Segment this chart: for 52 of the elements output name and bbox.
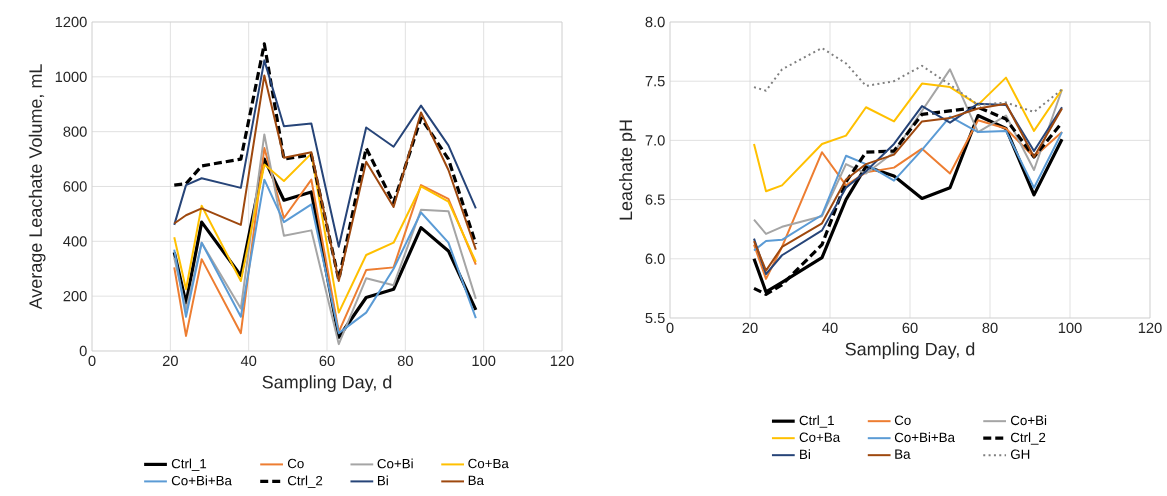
x-tick-label: 20 <box>162 355 178 367</box>
legend-label: Co+Bi+Ba <box>894 432 955 443</box>
legend-label: Co+Ba <box>468 458 509 469</box>
legend-label: Ba <box>468 475 484 486</box>
y-tick-label: 800 <box>63 126 87 137</box>
line-series <box>753 76 1063 193</box>
x-tick-label: 0 <box>88 355 96 367</box>
legend-label: Co+Ba <box>799 432 841 442</box>
x-tick-label: 80 <box>982 322 998 334</box>
line-series <box>753 47 1063 113</box>
x-tick-label: 120 <box>1138 322 1162 334</box>
y-tick-label: 6.5 <box>645 194 665 205</box>
legend-label: GH <box>1010 449 1030 459</box>
x-tick-label: 20 <box>742 322 758 334</box>
legend-label: Co+Bi <box>377 458 413 469</box>
x-tick-label: 80 <box>397 355 413 367</box>
y-tick-label: 1200 <box>55 16 87 28</box>
line-series <box>753 115 1063 252</box>
legend-label: Ctrl_2 <box>287 475 323 488</box>
y-tick-label: 5.5 <box>645 312 665 324</box>
x-axis-title: Sampling Day, d <box>262 375 392 393</box>
legend-label: Co+Bi+Ba <box>171 475 232 486</box>
y-tick-label: 7.0 <box>645 135 665 146</box>
legend-label: Ctrl_1 <box>799 415 834 428</box>
y-axis-title: Average Leachate Volume, mL <box>28 64 46 310</box>
legend-label: Bi <box>377 475 388 486</box>
legend-label: Co+Bi <box>1010 415 1047 426</box>
legend-label: Co <box>894 415 911 425</box>
x-tick-label: 40 <box>822 322 838 334</box>
x-tick-label: 100 <box>1058 322 1082 334</box>
y-tick-label: 1000 <box>55 71 87 83</box>
y-tick-label: 400 <box>63 236 87 247</box>
x-tick-label: 60 <box>319 355 335 367</box>
x-axis-title: Sampling Day, d <box>845 342 975 360</box>
y-tick-label: 6.0 <box>645 253 665 264</box>
y-tick-label: 600 <box>63 181 87 192</box>
y-axis-title: Leachate pH <box>618 120 636 220</box>
legend-label: Bi <box>800 449 810 459</box>
legend-label: Co <box>287 458 304 469</box>
legend-label: Ctrl_2 <box>1010 432 1046 445</box>
y-tick-label: 8.0 <box>645 16 665 28</box>
line-series <box>173 59 477 248</box>
x-tick-label: 100 <box>472 355 496 367</box>
legend-label: Ctrl_1 <box>171 458 207 471</box>
legend-label: Ba <box>895 449 911 459</box>
y-tick-label: 200 <box>63 290 87 302</box>
y-tick-label: 7.5 <box>645 76 665 87</box>
x-tick-label: 60 <box>902 322 918 334</box>
y-tick-label: 0 <box>79 345 87 357</box>
x-tick-label: 0 <box>666 322 674 334</box>
x-tick-label: 40 <box>240 355 257 367</box>
x-tick-label: 120 <box>550 355 574 367</box>
